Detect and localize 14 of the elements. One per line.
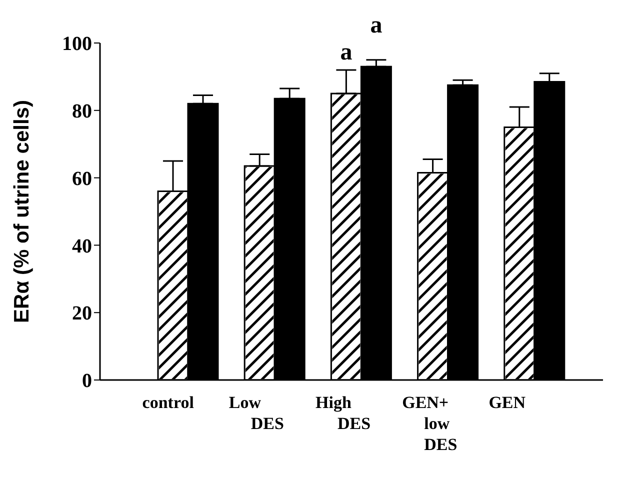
y-tick-label: 80 <box>72 100 92 122</box>
x-tick-label: Low DES <box>228 393 284 433</box>
annotation: a <box>340 40 352 66</box>
x-tick-label: GEN+ low DES <box>402 393 458 454</box>
y-tick-label: 0 <box>82 370 92 392</box>
y-axis-title: ERα (% of utrine cells) <box>10 100 34 323</box>
x-tick-label: High DES <box>316 393 371 433</box>
y-tick-label: 20 <box>72 302 92 325</box>
x-tick-label: control <box>142 393 194 412</box>
y-tick-label: 60 <box>72 168 92 190</box>
x-tick-label: GEN <box>488 393 526 412</box>
y-tick-label: 40 <box>72 235 92 258</box>
annotation: a <box>370 12 382 39</box>
y-tick-label: 100 <box>62 33 92 56</box>
